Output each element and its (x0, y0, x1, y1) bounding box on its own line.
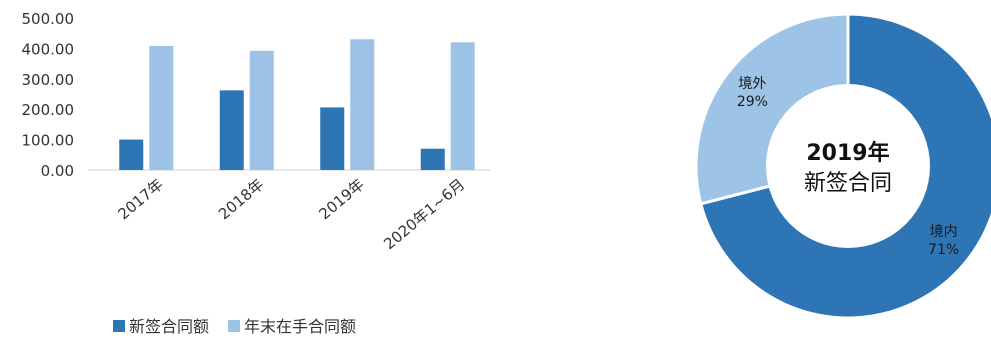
y-axis-ticks: 0.00 100.00 200.00 300.00 400.00 500.00 (22, 10, 75, 180)
bar-new-contract (320, 107, 345, 170)
x-tick-label: 2019年 (316, 175, 368, 223)
bar-backlog (149, 45, 174, 170)
legend-label: 新签合同额 (129, 317, 209, 336)
y-tick-label: 400.00 (22, 40, 75, 58)
bar-chart: 0.00 100.00 200.00 300.00 400.00 500.00 2017年… (22, 10, 490, 336)
x-axis-ticks: 2017年 2018年 2019年 2020年1~6月 (115, 175, 469, 253)
bar-backlog (350, 39, 375, 170)
donut-slice-label: 境外 (738, 76, 766, 92)
y-tick-label: 0.00 (41, 162, 74, 180)
legend-label: 年末在手合同额 (244, 317, 356, 336)
donut-slice (698, 12, 991, 320)
x-tick-label: 2017年 (115, 175, 167, 223)
bar-new-contract (119, 139, 144, 170)
y-tick-label: 100.00 (22, 132, 75, 150)
bar-backlog (249, 50, 274, 170)
bar-new-contract (219, 90, 244, 170)
y-tick-label: 300.00 (22, 71, 75, 89)
donut-slice-value: 71% (928, 242, 959, 258)
y-tick-label: 200.00 (22, 101, 75, 119)
donut-hole (766, 84, 930, 248)
legend-swatch (113, 320, 125, 332)
y-tick-label: 500.00 (22, 10, 75, 28)
donut-slice-labels: 境内 71% 境外 29% (737, 76, 959, 258)
bar-backlog (450, 42, 475, 170)
donut-center-label-title: 新签合同 (804, 171, 892, 196)
x-tick-label: 2020年1~6月 (380, 175, 468, 253)
donut-slice-label: 境内 (930, 224, 958, 240)
x-tick-label: 2018年 (215, 175, 267, 223)
donut-chart: 2019年 新签合同 境内 71% 境外 29% (694, 12, 991, 320)
bars (119, 39, 475, 170)
legend: 新签合同额 年末在手合同额 (113, 317, 356, 336)
donut-slice-value: 29% (737, 94, 768, 110)
legend-swatch (228, 320, 240, 332)
donut-center-label-year: 2019年 (806, 140, 889, 166)
bar-new-contract (420, 148, 445, 170)
